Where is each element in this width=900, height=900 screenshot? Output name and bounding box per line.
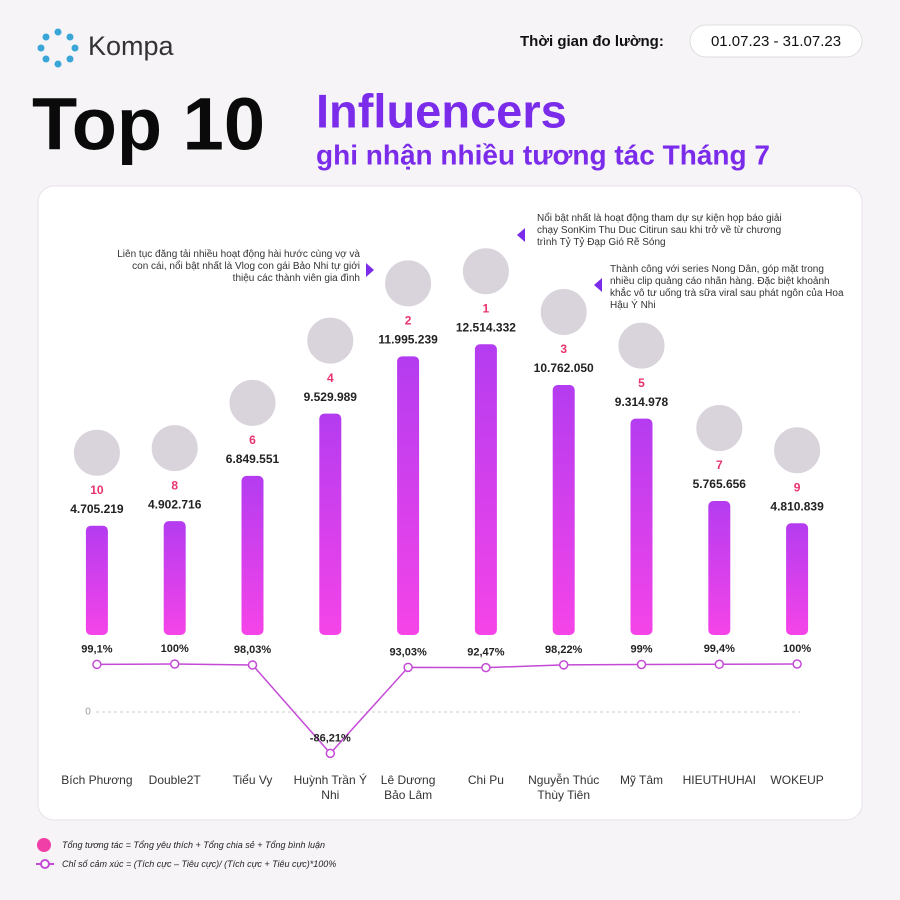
rank: 4	[327, 371, 334, 385]
subtitle: ghi nhận nhiều tương tác Tháng 7	[316, 139, 770, 170]
sentiment-line	[96, 663, 798, 755]
annotation: Nổi bật nhất là hoạt động tham dự sự kiệ…	[537, 213, 782, 248]
sentiment-label: 98,03%	[234, 644, 272, 656]
value-label: 10.762.050	[534, 361, 594, 375]
bar	[397, 356, 420, 635]
avatar	[538, 286, 589, 337]
annotation: Thành công với series Nong Dân, góp mặt …	[610, 264, 844, 311]
avatar	[71, 427, 122, 478]
x-tick-label: Lê Dương Bảo Lâm	[380, 773, 436, 802]
x-tick-label: WOKEUP	[770, 773, 824, 787]
bar	[474, 344, 497, 635]
value-label: 11.995.239	[378, 333, 438, 347]
bar	[708, 501, 731, 635]
annotation-arrow	[366, 263, 374, 277]
sentiment-point	[558, 660, 569, 670]
legend-swatch-line	[36, 859, 54, 869]
value-label: 12.514.332	[456, 320, 516, 334]
rank: 10	[90, 483, 104, 497]
sentiment-label: 99,4%	[704, 643, 735, 655]
period: 01.07.23 - 31.07.23	[711, 33, 841, 50]
value-label: 4.810.839	[770, 499, 824, 513]
sentiment-point	[247, 660, 258, 670]
x-tick-label: Tiểu Vy	[232, 773, 273, 787]
bar	[786, 523, 809, 635]
sentiment-point	[792, 659, 802, 669]
title-highlight: Influencers	[316, 84, 567, 137]
x-tick-label: Mỹ Tâm	[619, 773, 664, 787]
value-label: 4.705.219	[70, 502, 124, 516]
avatar	[383, 258, 434, 309]
x-tick-label: Double2T	[148, 773, 201, 787]
bar	[163, 521, 186, 635]
rank: 7	[716, 458, 723, 472]
sentiment-point	[403, 662, 413, 673]
sentiment-label: 98,22%	[545, 644, 583, 656]
bar	[319, 413, 342, 635]
sentiment-label: 99%	[630, 643, 652, 655]
sentiment-label: 99,1%	[81, 643, 112, 655]
sentiment-point	[92, 659, 102, 670]
avatar	[227, 377, 278, 428]
rank: 6	[249, 433, 256, 447]
sentiment-label: -86,21%	[310, 732, 351, 744]
sentiment-label: 92,47%	[467, 647, 505, 659]
y2-tick-label: 0	[85, 707, 91, 718]
rank: 5	[638, 376, 645, 390]
sentiment-point	[481, 662, 491, 673]
value-label: 9.314.978	[615, 395, 669, 409]
avatar	[460, 246, 511, 297]
rank: 8	[171, 478, 178, 492]
avatar	[149, 423, 200, 474]
legend-swatch-bar	[37, 838, 51, 852]
sentiment-label: 100%	[783, 643, 811, 655]
chart-title: Top 10	[32, 83, 265, 166]
avatar	[694, 403, 745, 454]
bar	[85, 525, 108, 635]
x-tick-label: Nguyễn Thúc Thùy Tiên	[528, 773, 600, 802]
x-tick-label: HIEUTHUHAI	[682, 773, 756, 787]
annotation-arrow	[517, 228, 525, 242]
value-label: 4.902.716	[148, 497, 202, 511]
annotation-arrow	[594, 278, 602, 292]
sentiment-label: 100%	[161, 643, 189, 655]
x-tick-label: Bích Phương	[61, 773, 133, 787]
legend-entry: Chỉ số cảm xúc = (Tích cực – Tiêu cực)/ …	[62, 859, 337, 869]
bar	[552, 384, 575, 635]
annotation: Liên tục đăng tải nhiều hoạt động hài hư…	[117, 249, 360, 284]
sentiment-point	[636, 659, 647, 670]
x-tick-label: Huỳnh Trần Ý Nhi	[293, 773, 367, 802]
period-pill	[689, 24, 863, 58]
rank: 1	[483, 301, 490, 315]
logo-icon	[37, 28, 79, 68]
sentiment-point	[169, 659, 180, 669]
x-tick-label: Chi Pu	[467, 773, 504, 787]
value-label: 5.765.656	[693, 477, 747, 491]
sentiment-point	[325, 748, 336, 759]
value-label: 9.529.989	[304, 390, 358, 404]
brand: Kompa	[88, 31, 175, 61]
avatar	[305, 315, 356, 366]
avatar	[772, 425, 823, 476]
bar	[630, 418, 653, 635]
avatar	[616, 320, 667, 371]
bar	[241, 475, 264, 635]
rank: 9	[794, 480, 801, 494]
legend-entry: Tổng tương tác = Tổng yêu thích + Tổng c…	[62, 840, 326, 850]
period-label: Thời gian đo lường:	[520, 33, 664, 50]
sentiment-label: 93,03%	[389, 646, 427, 658]
rank: 3	[560, 342, 567, 356]
value-label: 6.849.551	[226, 452, 280, 466]
rank: 2	[405, 314, 412, 328]
sentiment-point	[714, 659, 725, 670]
